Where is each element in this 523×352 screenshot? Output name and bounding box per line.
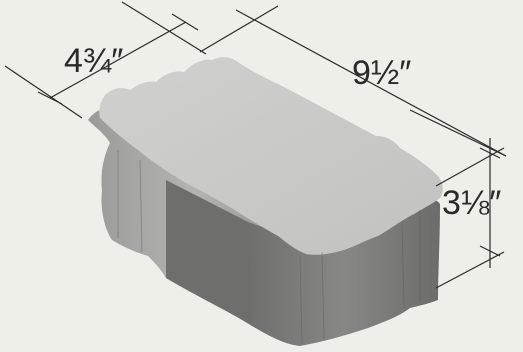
length-label: 9½″ bbox=[352, 54, 411, 92]
paver-groove-lines bbox=[117, 150, 421, 345]
paver-top-face bbox=[99, 57, 443, 255]
height-dimension bbox=[435, 138, 505, 289]
height-label: 3⅛″ bbox=[442, 184, 501, 222]
width-label: 4¾″ bbox=[64, 42, 123, 80]
paver-front-face bbox=[247, 196, 440, 346]
paver-block bbox=[88, 57, 443, 346]
paver-front-panel bbox=[166, 180, 252, 326]
width-dimension bbox=[4, 1, 207, 119]
